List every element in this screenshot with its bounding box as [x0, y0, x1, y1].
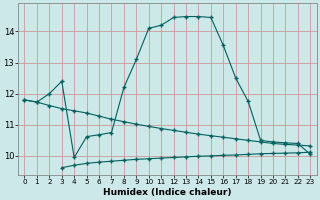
X-axis label: Humidex (Indice chaleur): Humidex (Indice chaleur): [103, 188, 232, 197]
